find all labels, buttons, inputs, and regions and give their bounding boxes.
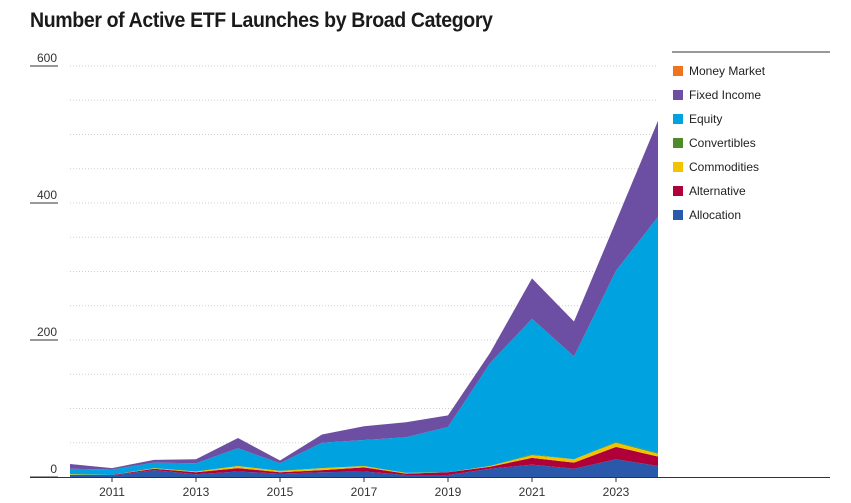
legend-swatch (673, 138, 683, 148)
legend-label: Fixed Income (689, 88, 762, 102)
legend-swatch (673, 210, 683, 220)
area-alternative (70, 446, 658, 476)
x-tick-label: 2021 (519, 485, 546, 499)
legend-label: Commodities (689, 160, 760, 174)
legend-item-convertibles: Convertibles (673, 131, 765, 155)
legend-label: Allocation (689, 208, 742, 222)
legend-swatch (673, 162, 683, 172)
axes: 0 200 400 600 2011 2013 2015 2017 2019 2021 2023 (30, 51, 830, 499)
chart-title: Number of Active ETF Launches by Broad C… (30, 9, 493, 32)
legend-item-commodities: Commodities (673, 155, 765, 179)
legend-item-equity: Equity (673, 107, 765, 131)
legend-item-money-market: Money Market (673, 59, 765, 83)
x-tick-label: 2011 (99, 485, 125, 499)
legend-swatch (673, 186, 683, 196)
area-equity (70, 216, 658, 475)
legend-label: Equity (689, 112, 723, 126)
x-tick-label: 2017 (351, 485, 378, 499)
legend-label: Money Market (689, 64, 766, 78)
legend-item-fixed-income: Fixed Income (673, 83, 765, 107)
legend-label: Alternative (689, 184, 746, 198)
legend-swatch (673, 66, 683, 76)
stacked-areas (70, 120, 658, 477)
area-fixed-income (70, 120, 658, 470)
legend-item-alternative: Alternative (673, 179, 765, 203)
y-tick-label: 0 (50, 462, 57, 476)
y-tick-label: 200 (37, 325, 57, 339)
x-tick-label: 2019 (435, 485, 462, 499)
y-tick-label: 400 (37, 188, 57, 202)
chart-legend: Money Market Fixed Income Equity Convertibl… (673, 59, 765, 227)
legend-label: Convertibles (689, 136, 756, 150)
area-allocation (70, 459, 658, 477)
legend-swatch (673, 114, 683, 124)
x-tick-label: 2013 (183, 485, 210, 499)
x-tick-label: 2023 (603, 485, 630, 499)
y-tick-label: 600 (37, 51, 57, 65)
x-tick-label: 2015 (267, 485, 294, 499)
legend-swatch (673, 90, 683, 100)
legend-item-allocation: Allocation (673, 203, 765, 227)
